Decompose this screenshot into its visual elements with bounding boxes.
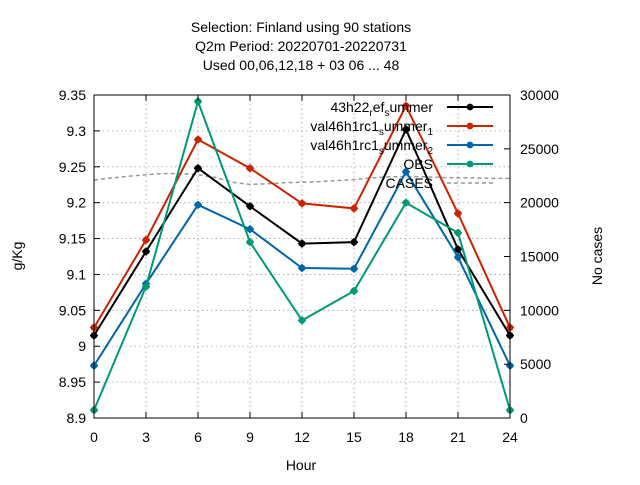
title-line-2: Q2m Period: 20220701-20220731 [195, 38, 407, 54]
y-tick-label: 8.95 [59, 374, 86, 390]
y-tick-label: 9.35 [59, 87, 86, 103]
y2-tick-label: 15000 [520, 249, 559, 265]
y2-tick-label: 25000 [520, 141, 559, 157]
y-tick-label: 9.1 [67, 266, 87, 282]
y2-tick-label: 10000 [520, 302, 559, 318]
data-point-cross [454, 209, 462, 218]
legend-marker [466, 122, 474, 130]
y-tick-label: 9.15 [59, 231, 86, 247]
y-tick-label: 9.3 [67, 123, 87, 139]
legend-label: val46h1rc1summer1 [310, 118, 433, 138]
y2-tick-label: 20000 [520, 195, 559, 211]
data-point-cross [246, 238, 254, 247]
chart-title: Selection: Finland using 90 stations Q2m… [191, 19, 411, 73]
title-line-3: Used 00,06,12,18 + 03 06 ... 48 [203, 57, 400, 73]
data-point-cross [194, 164, 202, 173]
x-tick-label: 12 [294, 429, 310, 445]
y-tick-label: 9.25 [59, 159, 86, 175]
y2-axis-label: No cases [589, 227, 605, 285]
x-tick-label: 18 [398, 429, 414, 445]
y-tick-label: 9.2 [67, 195, 87, 211]
data-point-cross [350, 264, 358, 273]
axis-ticks: 0 3 6 9 12 15 18 21 24 8.9 8.95 9 9.05 9.1 9.15 9.2 9.25… [59, 87, 559, 445]
y-tick-label: 8.9 [67, 410, 87, 426]
x-tick-label: 3 [142, 429, 150, 445]
legend-marker [466, 141, 474, 149]
data-point-cross [402, 125, 410, 134]
legend-marker [466, 103, 474, 111]
x-tick-label: 9 [246, 429, 254, 445]
x-tick-label: 15 [346, 429, 362, 445]
data-point-cross [350, 204, 358, 213]
data-point-cross [298, 316, 306, 325]
data-point-cross [298, 199, 306, 208]
y-axis-label: g/Kg [9, 242, 25, 271]
data-point-cross [454, 253, 462, 262]
x-axis-label: Hour [286, 457, 317, 473]
data-point-cross [246, 202, 254, 211]
data-point-cross [402, 167, 410, 176]
data-point-cross [142, 282, 150, 291]
legend-label: val46h1rc1summer2 [310, 137, 433, 157]
data-point-cross [298, 239, 306, 248]
legend-label: 43h22refsummer [330, 99, 433, 119]
x-tick-label: 0 [90, 429, 98, 445]
data-series [90, 97, 514, 415]
x-tick-label: 6 [194, 429, 202, 445]
data-point-cross [246, 164, 254, 173]
data-point-cross [298, 263, 306, 272]
data-point-cross [246, 225, 254, 234]
x-tick-label: 24 [502, 429, 518, 445]
data-point-cross [142, 247, 150, 256]
data-point-cross [194, 200, 202, 209]
y-tick-label: 9 [78, 338, 86, 354]
data-point-cross [194, 135, 202, 144]
data-point-cross [454, 245, 462, 254]
y2-tick-label: 30000 [520, 87, 559, 103]
legend-marker [466, 160, 474, 168]
y2-tick-label: 0 [520, 410, 528, 426]
data-point-cross [350, 286, 358, 295]
y2-tick-label: 5000 [520, 356, 551, 372]
data-point-cross [402, 101, 410, 110]
title-line-1: Selection: Finland using 90 stations [191, 19, 411, 35]
legend: 43h22refsummerval46h1rc1summer1val46h1rc… [310, 99, 493, 191]
data-point-cross [454, 228, 462, 237]
data-point-cross [402, 198, 410, 207]
data-point-cross [142, 235, 150, 244]
y-tick-label: 9.05 [59, 302, 86, 318]
data-point-cross [350, 238, 358, 247]
x-tick-label: 21 [450, 429, 466, 445]
legend-label: CASES [386, 175, 433, 191]
legend-label: OBS [403, 156, 433, 172]
